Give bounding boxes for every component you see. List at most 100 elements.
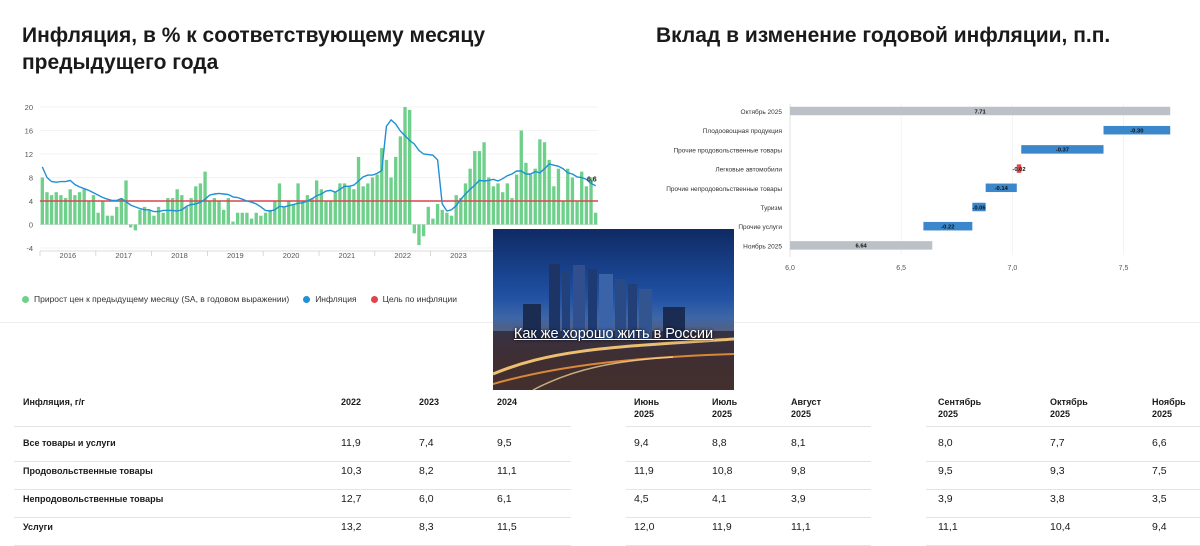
table-column-header-year: 2025 [938,409,959,419]
bar-monthly-growth [333,192,337,225]
bar-monthly-growth [249,218,254,225]
category-label: Легковые автомобили [715,166,782,174]
table-cell: 11,9 [712,521,732,533]
table-column-header: Июнь [634,397,660,407]
bar-monthly-growth [454,195,458,225]
bar-monthly-growth [468,168,472,225]
bar-monthly-growth [54,192,58,225]
bar-monthly-growth [412,224,416,234]
bar-monthly-growth [142,206,147,225]
bar-monthly-growth [166,198,170,225]
table-cell: 3,8 [1050,493,1065,505]
y-tick-label: -4 [26,244,33,253]
bar-monthly-growth [198,183,203,225]
table-cell: 11,1 [791,521,811,533]
bar-monthly-growth [435,203,440,225]
bar-monthly-growth [505,183,509,225]
bar-monthly-growth [366,183,370,225]
bar-monthly-growth [352,189,356,225]
bar-monthly-growth [510,198,514,225]
bar-value-label: 6.64 [856,244,868,250]
bar-monthly-growth [105,215,110,225]
table-cell: 8,2 [419,465,434,477]
bar-monthly-growth [301,201,305,225]
table-cell: 9,8 [791,465,806,477]
bar-monthly-growth [459,198,463,225]
y-tick-label: 4 [29,197,33,206]
bar-monthly-growth [538,139,542,225]
bar-monthly-growth [449,215,454,225]
table-cell: 7,4 [419,437,434,449]
table-cell: 12,0 [634,521,655,533]
bar-monthly-growth [170,198,175,225]
table-column-header-year: 2025 [712,409,733,419]
table-column-header-year: 2025 [1152,409,1173,419]
bar-monthly-growth [91,195,96,225]
bar-monthly-growth [528,174,533,225]
bar-monthly-growth [501,192,505,225]
bar-monthly-growth [496,183,500,225]
bar-monthly-growth [49,195,54,225]
x-tick-label: 2021 [339,251,356,260]
y-tick-label: 0 [29,221,33,230]
bar-monthly-growth [82,189,86,225]
table-row-label: Непродовольственные товары [23,494,164,504]
y-tick-label: 20 [25,103,33,112]
legend-item-inflation: Инфляция [303,294,357,304]
category-label: Ноябрь 2025 [743,242,782,250]
table-cell: 11,1 [497,465,517,477]
bar-monthly-growth [575,201,579,225]
x-tick-label: 6,5 [896,265,906,272]
table-cell: 9,4 [1152,521,1167,533]
bar-monthly-growth [194,186,198,225]
table-cell: 8,1 [791,437,806,449]
bar-value-label: -0.06 [972,205,986,211]
table-cell: 8,0 [938,437,953,449]
bar-monthly-growth [473,151,477,225]
waterfall-bar [790,241,933,250]
table-column-header: Август [791,397,821,407]
bar-monthly-growth [305,195,310,225]
table-cell: 6,1 [497,493,512,505]
table-row-divider [926,426,1200,427]
table-cell: 3,9 [938,493,953,505]
bar-monthly-growth [212,198,217,225]
table-cell: 6,0 [419,493,434,505]
bar-value-label: -0.22 [941,225,954,231]
moscow-city-photo: Как же хорошо жить в России [493,229,734,390]
bar-monthly-growth [445,212,449,225]
bar-monthly-growth [161,212,165,225]
table-row-divider [626,461,871,462]
bar-monthly-growth [561,201,565,225]
bar-monthly-growth [77,192,82,225]
bar-value-label: -0.14 [995,186,1009,192]
table-cell: 3,5 [1152,493,1167,505]
bar-monthly-growth [115,206,119,225]
waterfall-bar [972,202,986,212]
bar-monthly-growth [408,109,412,225]
table-cell: 9,5 [497,437,512,449]
bar-monthly-growth [356,156,361,225]
bar-value-label: -0.37 [1056,148,1069,154]
bar-monthly-growth [477,151,482,225]
legend-label-monthly: Прирост цен к предыдущему месяцу (SA, в … [34,294,290,304]
bar-monthly-growth [208,201,212,225]
bar-monthly-growth [291,203,296,225]
table-cell: 9,5 [938,465,953,477]
x-tick-label: 6,0 [785,265,795,272]
table-cell: 3,9 [791,493,806,505]
table-row-divider [626,517,871,518]
table-row-divider [14,461,571,462]
bar-monthly-growth [259,215,263,225]
table-column-header-year: 2025 [634,409,655,419]
category-label: Прочие услуги [738,224,782,231]
table-row-divider [626,489,871,490]
bar-monthly-growth [426,206,430,225]
bar-monthly-growth [96,212,100,225]
bar-monthly-growth [491,186,496,225]
bar-monthly-growth [73,195,77,225]
bar-monthly-growth [328,201,333,225]
inflation-line [41,118,597,213]
table-cell: 10,8 [712,465,733,477]
bar-monthly-growth [421,224,426,237]
